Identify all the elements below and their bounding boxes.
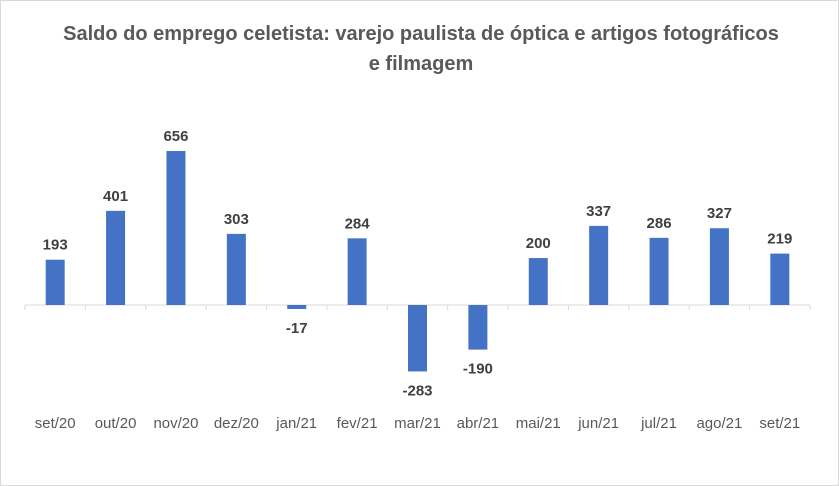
x-tick-label: ago/21 <box>696 415 742 432</box>
data-label: -283 <box>402 382 432 399</box>
data-label: 219 <box>767 231 792 248</box>
x-tick-label: set/20 <box>35 415 76 432</box>
data-label: 286 <box>647 215 672 232</box>
bar-ago-21 <box>709 228 729 305</box>
data-label: -190 <box>463 361 493 378</box>
x-tick-label: jul/21 <box>640 415 677 432</box>
x-tick-label: mai/21 <box>516 415 561 432</box>
bar-abr-21 <box>468 305 488 350</box>
bar-out-20 <box>106 210 126 305</box>
x-tick-label: nov/20 <box>153 415 198 432</box>
x-tick-label: fev/21 <box>337 415 378 432</box>
data-label: 327 <box>707 205 732 222</box>
bar-mai-21 <box>528 258 548 305</box>
x-tick-label: set/21 <box>759 415 800 432</box>
x-tick-label: abr/21 <box>457 415 500 432</box>
data-label: 337 <box>586 203 611 220</box>
bar-mar-21 <box>408 305 427 372</box>
data-label: 303 <box>224 211 249 228</box>
x-tick-label: jan/21 <box>275 415 317 432</box>
data-label: 401 <box>103 188 128 205</box>
data-label: 193 <box>43 237 68 254</box>
bar-set-21 <box>770 253 790 305</box>
bar-jul-21 <box>649 237 669 305</box>
data-label: -17 <box>286 320 308 337</box>
x-tick-label: jun/21 <box>577 415 619 432</box>
bar-dez-20 <box>226 233 246 305</box>
x-tick-label: mar/21 <box>394 415 441 432</box>
data-label: 200 <box>526 235 551 252</box>
x-tick-label: dez/20 <box>214 415 259 432</box>
bar-jan-21 <box>287 305 307 309</box>
data-label: 656 <box>163 128 188 145</box>
bar-nov-20 <box>166 151 186 305</box>
data-label: 284 <box>345 215 371 232</box>
x-tick-label: out/20 <box>95 415 137 432</box>
chart-title: Saldo do emprego celetista: varejo pauli… <box>63 23 779 75</box>
bar-fev-21 <box>347 238 367 305</box>
bar-jun-21 <box>589 225 609 305</box>
bar-set-20 <box>45 259 65 305</box>
